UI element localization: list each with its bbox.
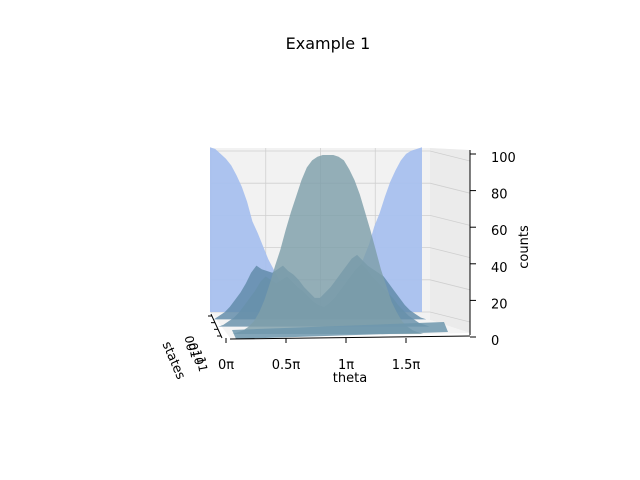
- z-axis-label: counts: [517, 225, 532, 269]
- x-tick-label-0: 0π: [218, 358, 234, 373]
- x-tick-label-1: 0.5π: [272, 358, 301, 373]
- z-tick-label-5: 100: [491, 151, 516, 166]
- y-tick-label-0: 00: [182, 335, 198, 352]
- z-tick-label-2: 40: [491, 261, 508, 276]
- x-tick-label-2: 1π: [338, 358, 354, 373]
- x-axis-line: [229, 335, 471, 340]
- z-tick-label-1: 20: [491, 297, 508, 312]
- y-tick-label-2: 10: [190, 349, 206, 366]
- z-tick-label-0: 0: [491, 334, 499, 349]
- x-tick-label-3: 1.5π: [392, 358, 421, 373]
- z-tick-label-4: 80: [491, 188, 508, 203]
- floor-slab: [232, 322, 448, 339]
- side-grid-line-4: [429, 182, 471, 194]
- z-tick-label-3: 60: [491, 224, 508, 239]
- chart-title: Example 1: [286, 34, 371, 53]
- y-tick-label-3: 11: [194, 356, 210, 373]
- x-axis-label: theta: [333, 371, 367, 386]
- side-grid-line-2: [429, 247, 471, 258]
- y-tick-label-1: 01: [186, 342, 202, 359]
- series-layer: [210, 147, 448, 339]
- y-axis-line: [210, 313, 223, 339]
- side-grid-line-1: [429, 279, 471, 291]
- side-grid-line-3: [429, 215, 471, 226]
- side-pane: [430, 148, 470, 333]
- series-area-11: [222, 155, 434, 334]
- side-grid-line-0: [429, 311, 471, 323]
- side-grid-line-5: [429, 150, 471, 162]
